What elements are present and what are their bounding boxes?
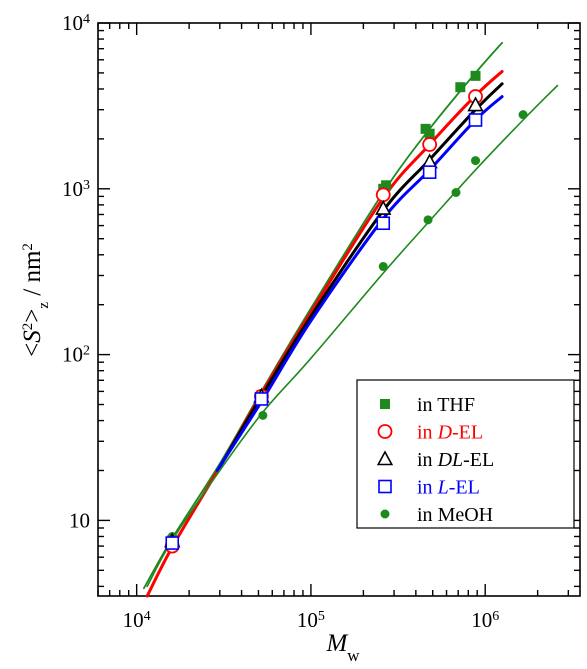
fit-curve: [146, 84, 559, 588]
data-point: [258, 410, 268, 420]
data-point: [423, 215, 433, 225]
y-tick-label: 102: [62, 343, 90, 367]
data-point: [254, 392, 269, 406]
legend-label: in THF: [417, 394, 475, 416]
data-point: [470, 70, 481, 81]
y-tick-label: 104: [62, 11, 90, 35]
legend-marker: [380, 509, 390, 519]
data-point: [422, 165, 437, 179]
fit-curve: [143, 41, 503, 590]
data-point: [375, 199, 392, 215]
axis-ticks: 104 105 106 10 102 103 104: [62, 11, 580, 632]
x-tick-label: 106: [471, 608, 499, 632]
legend: in THF in D-EL in DL-EL in L-EL in MeOH: [356, 379, 575, 529]
legend-marker: [378, 479, 392, 494]
legend-box: [356, 379, 575, 529]
legend-label: in DL-EL: [417, 449, 494, 471]
data-point: [471, 156, 481, 166]
data-points: [164, 70, 528, 554]
y-axis-label: <S2>z / nm2: [19, 243, 52, 357]
data-point: [375, 187, 391, 203]
data-point: [468, 113, 483, 127]
y-tick-label: 103: [62, 177, 90, 201]
legend-marker: [377, 424, 393, 439]
data-point: [518, 110, 528, 120]
data-point: [424, 128, 435, 139]
x-tick-label: 104: [123, 608, 151, 632]
data-point: [376, 216, 391, 231]
fit-curve: [145, 70, 504, 598]
x-axis-label: Mw: [325, 630, 360, 665]
legend-marker: [380, 399, 390, 409]
data-point: [451, 187, 461, 197]
legend-label: in L-EL: [417, 477, 480, 499]
y-tick-label: 10: [69, 508, 90, 532]
plot-frame: [97, 22, 581, 597]
data-point: [378, 261, 388, 271]
x-tick-label: 105: [297, 608, 325, 632]
legend-label: in MeOH: [417, 504, 493, 526]
data-point: [455, 82, 466, 93]
data-point: [422, 137, 438, 152]
legend-label: in D-EL: [417, 422, 483, 444]
data-point: [467, 96, 484, 112]
data-point: [165, 536, 180, 550]
data-point: [381, 180, 392, 191]
legend-marker: [376, 450, 394, 466]
